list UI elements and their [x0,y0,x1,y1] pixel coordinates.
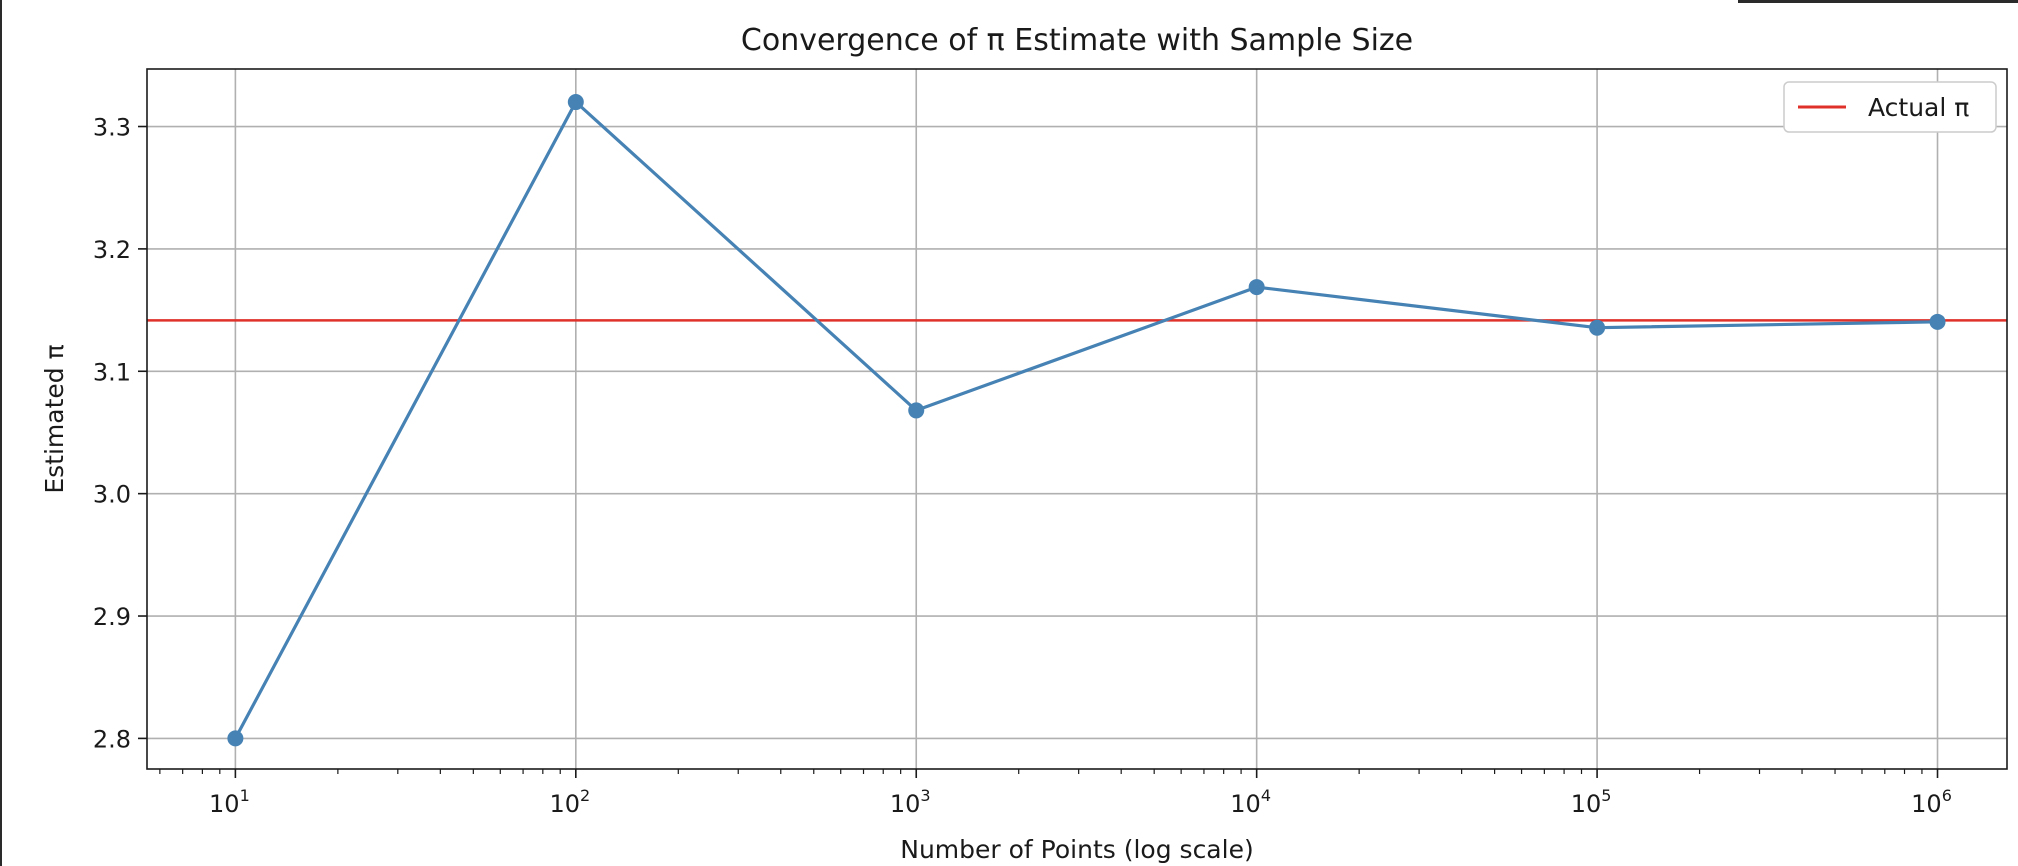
legend-box [1783,81,1997,133]
data-point [1589,319,1606,336]
y-tick-label: 2.9 [93,603,131,631]
legend: Actual π [1783,81,1997,133]
estimate-line [233,100,1938,740]
x-tick-label: 102 [549,786,590,818]
data-point [1929,313,1946,330]
window-top-edge [1738,0,2018,3]
plot-frame [146,68,2008,770]
y-tick-label: 3.2 [93,236,131,264]
x-tick-label: 104 [1230,786,1271,818]
x-axis-ticks: 101 102 103 104 105 106 [159,769,1952,818]
window-left-border [0,0,2,866]
plot-area [147,69,2007,769]
chart-title: Convergence of π Estimate with Sample Si… [741,23,1413,58]
x-tick-label: 105 [1571,786,1612,818]
x-tick-label: 103 [890,786,931,818]
data-point [567,94,584,111]
y-axis-label: Estimated π [40,344,69,493]
legend-label-actual-pi: Actual π [1868,93,1969,122]
y-axis-ticks: 2.8 2.9 3.0 3.1 3.2 3.3 [93,114,147,753]
x-tick-label: 106 [1911,786,1952,818]
data-point [227,730,244,747]
x-axis-label: Number of Points (log scale) [900,835,1253,864]
y-tick-label: 2.8 [93,725,131,753]
data-series [227,94,1946,747]
data-point [908,402,925,419]
y-tick-label: 3.1 [93,358,131,386]
grid-lines [147,69,2007,769]
y-tick-label: 3.0 [93,481,131,509]
y-tick-label: 3.3 [93,114,131,142]
data-point [1248,279,1265,296]
x-tick-label: 101 [209,786,250,818]
